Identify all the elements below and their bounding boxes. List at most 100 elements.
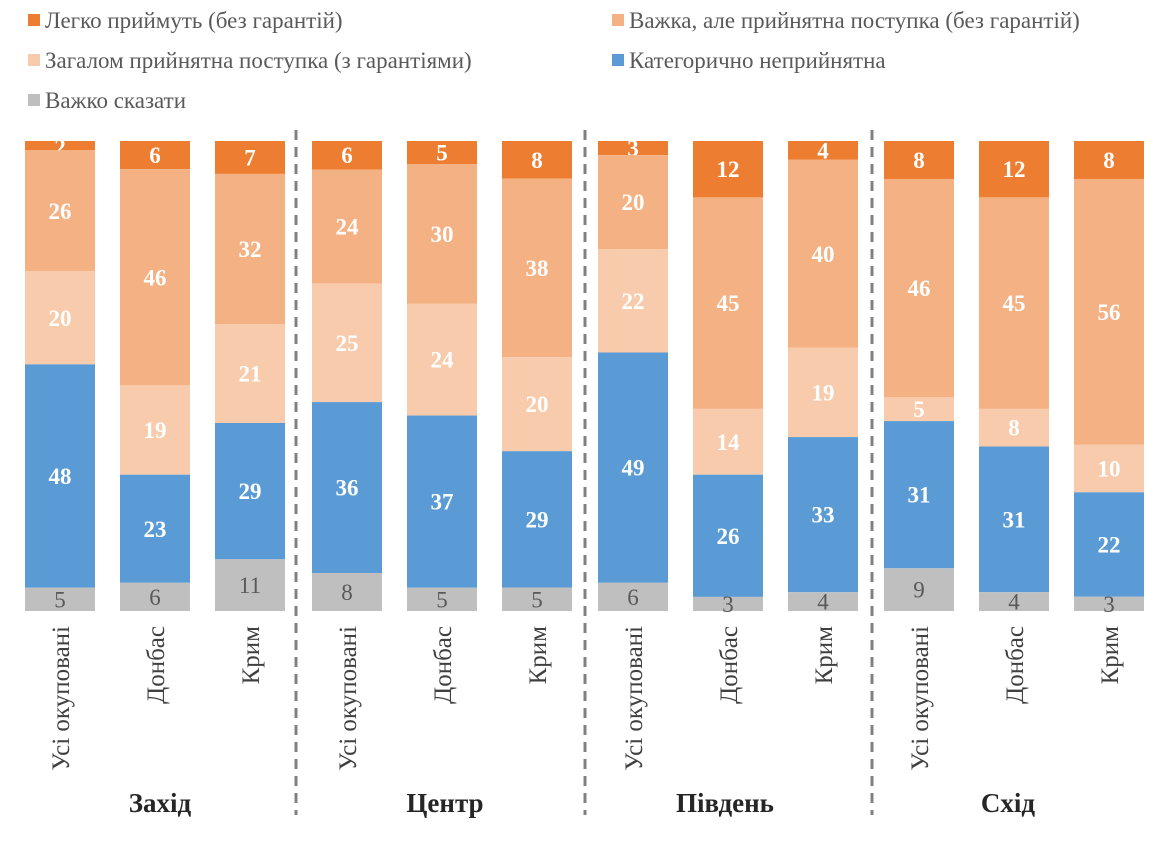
data-label: 31: [908, 483, 931, 508]
data-label: 8: [1008, 416, 1020, 441]
legend-swatch: [612, 14, 624, 26]
bar-segment: [502, 357, 572, 452]
bar-segment: [979, 592, 1049, 611]
data-label: 21: [239, 362, 262, 387]
bar-segment: [598, 249, 668, 353]
bar-segment: [884, 141, 954, 179]
category-label: Донбас: [1002, 626, 1029, 704]
category-label: Донбас: [143, 626, 170, 704]
category-label: Усі окуповані: [48, 626, 75, 771]
data-label: 22: [622, 289, 645, 314]
bar-segment: [598, 155, 668, 250]
bar-segment: [884, 568, 954, 611]
data-label: 37: [431, 490, 454, 515]
bar-segment: [312, 402, 382, 574]
data-label: 22: [1098, 533, 1121, 558]
bar-segment: [598, 352, 668, 583]
bar-segment: [693, 596, 763, 611]
bar-segment: [884, 397, 954, 422]
bar-segment: [1074, 444, 1144, 493]
bar-segment: [215, 173, 285, 325]
data-label: 29: [526, 507, 549, 532]
bar-segment: [502, 178, 572, 358]
bar-segment: [407, 303, 477, 416]
category-label: Крим: [811, 626, 838, 685]
data-label: 23: [144, 517, 167, 542]
bar-segment: [312, 283, 382, 403]
data-label: 33: [812, 503, 835, 528]
bar-segment: [693, 141, 763, 198]
bar-segment: [788, 437, 858, 593]
data-label: 9: [913, 578, 925, 603]
legend-swatch: [28, 14, 40, 26]
data-label: 4: [817, 590, 829, 615]
bar-segment: [25, 141, 95, 151]
bar-segment: [215, 324, 285, 423]
legend-label: Важка, але прийнятна поступка (без гаран…: [629, 8, 1080, 33]
group-label: Центр: [406, 788, 483, 818]
data-label: 8: [531, 148, 543, 173]
data-label: 12: [1003, 157, 1026, 182]
bar-segment: [598, 141, 668, 156]
bar-segment: [884, 421, 954, 569]
data-label: 4: [817, 138, 829, 163]
category-label: Донбас: [716, 626, 743, 704]
data-label: 40: [812, 242, 835, 267]
data-label: 4: [1008, 590, 1020, 615]
bar-segment: [979, 141, 1049, 198]
data-label: 30: [431, 222, 454, 247]
bar-segment: [502, 141, 572, 179]
bar-segment: [1074, 596, 1144, 611]
bar-segment: [312, 169, 382, 284]
data-label: 31: [1003, 507, 1026, 532]
data-label: 26: [49, 199, 72, 224]
category-label: Усі окуповані: [907, 626, 934, 771]
bar-segment: [979, 197, 1049, 409]
data-label: 6: [149, 585, 161, 610]
category-label: Донбас: [430, 626, 457, 704]
data-label: 8: [1103, 148, 1115, 173]
data-label: 46: [908, 276, 931, 301]
category-label: Усі окуповані: [621, 626, 648, 771]
bar-segment: [407, 141, 477, 165]
bar-segment: [312, 573, 382, 611]
data-label: 45: [717, 291, 740, 316]
bar-segment: [979, 408, 1049, 447]
bar-segment: [407, 164, 477, 304]
bar-segment: [120, 141, 190, 170]
bar-segment: [693, 408, 763, 475]
group-label: Південь: [676, 788, 774, 818]
bar-segment: [502, 451, 572, 588]
bar-segment: [884, 178, 954, 398]
legend-label: Легко приймуть (без гарантій): [45, 8, 343, 33]
data-label: 46: [144, 265, 167, 290]
data-label: 19: [144, 418, 167, 443]
bar-segment: [1074, 492, 1144, 597]
bar-segment: [788, 592, 858, 611]
data-label: 5: [436, 141, 448, 166]
bar-segment: [25, 364, 95, 588]
data-label: 6: [149, 143, 161, 168]
data-label: 19: [812, 380, 835, 405]
bar-segment: [25, 587, 95, 611]
data-label: 24: [336, 214, 360, 239]
bar-segment: [788, 347, 858, 438]
data-label: 11: [239, 573, 261, 598]
bar-segment: [502, 587, 572, 611]
data-label: 24: [431, 348, 455, 373]
data-label: 5: [913, 397, 925, 422]
data-label: 20: [526, 392, 549, 417]
data-label: 12: [717, 157, 740, 182]
data-label: 3: [1103, 592, 1115, 617]
category-label: Крим: [238, 626, 265, 685]
data-label: 26: [717, 524, 740, 549]
bar-segment: [120, 385, 190, 475]
bar-segment: [407, 415, 477, 588]
bar-segment: [120, 169, 190, 386]
legend-swatch: [28, 54, 40, 66]
data-label: 6: [627, 585, 639, 610]
bar-segment: [120, 582, 190, 611]
data-label: 8: [913, 148, 925, 173]
data-label: 2: [54, 135, 66, 160]
